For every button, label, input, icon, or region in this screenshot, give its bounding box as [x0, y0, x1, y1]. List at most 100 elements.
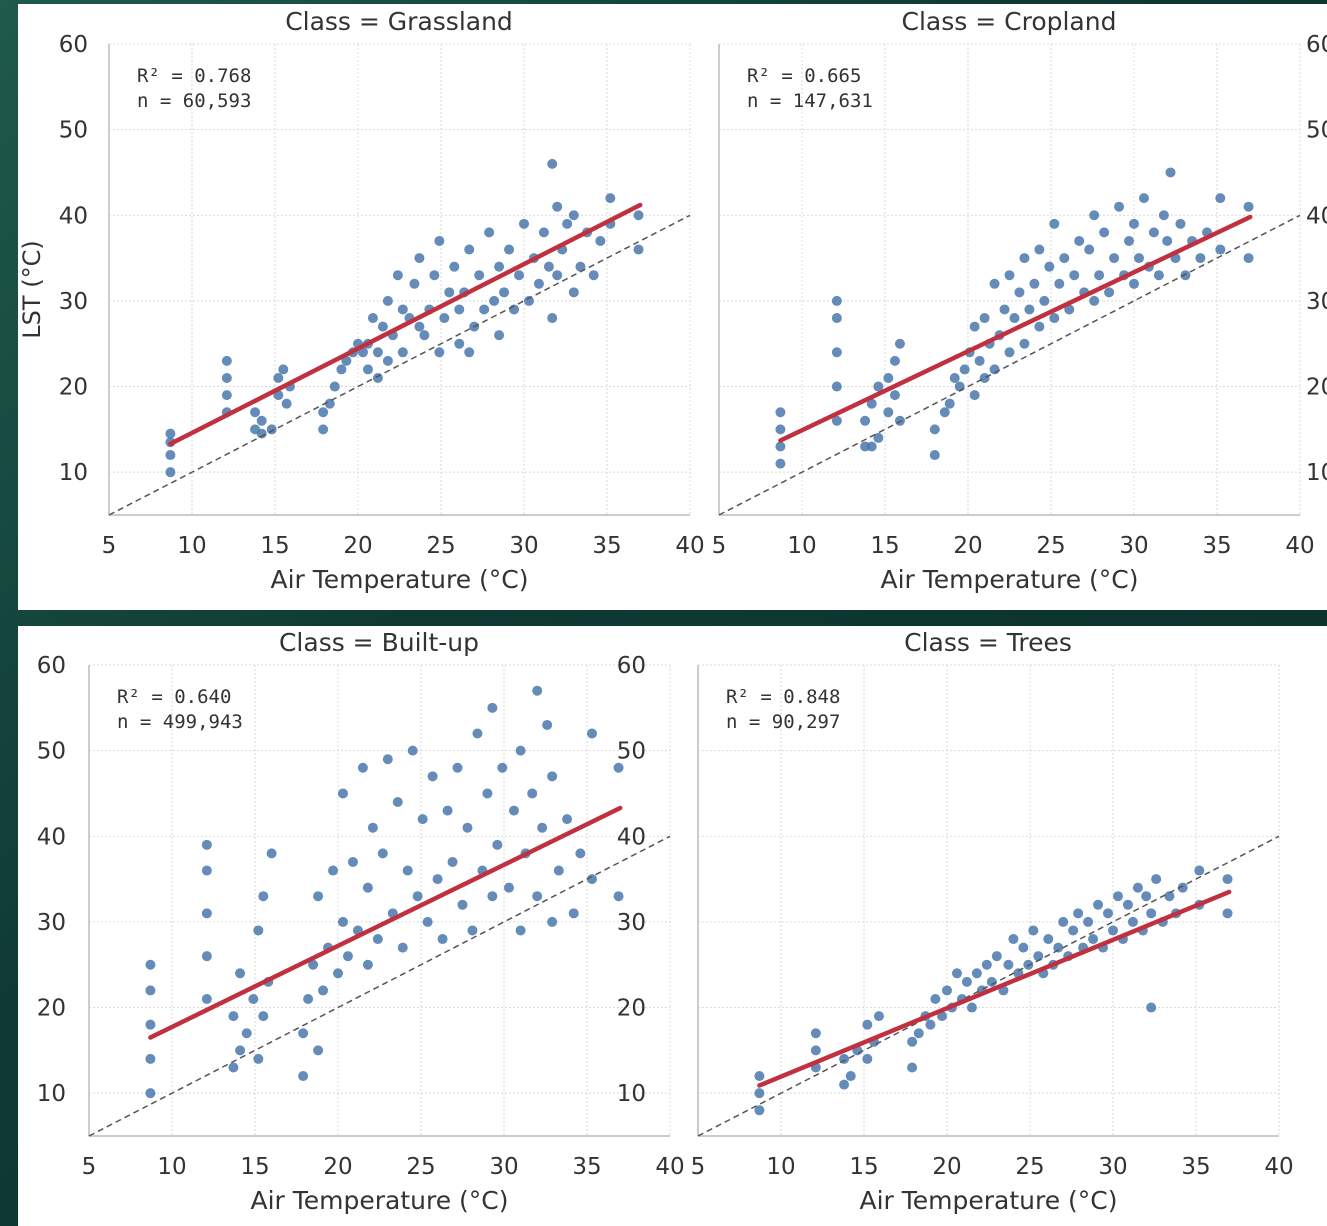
panel-cropland: 5 10 15 20 25 30 35 40 10 20 30 40 50 60 Class = Cro… — [712, 7, 1327, 594]
data-point — [883, 372, 894, 383]
axes-frame — [718, 44, 1300, 516]
data-point — [464, 347, 475, 358]
x-tick-labels: 5 10 15 20 25 30 35 40 — [102, 533, 705, 559]
data-point — [542, 719, 553, 730]
y-tick-label: 10 — [617, 1081, 646, 1107]
data-point — [775, 424, 786, 435]
data-point — [357, 347, 368, 358]
data-point — [402, 865, 413, 876]
data-point — [1195, 253, 1206, 264]
data-point — [845, 1071, 856, 1082]
data-point — [595, 235, 606, 246]
data-point — [1175, 218, 1186, 229]
scatter-points — [165, 158, 644, 478]
data-point — [449, 261, 460, 272]
data-point — [889, 390, 900, 401]
data-point — [831, 313, 842, 324]
data-point — [484, 227, 495, 238]
data-point — [959, 364, 970, 375]
data-point — [357, 762, 368, 773]
data-point — [860, 415, 871, 426]
scatter-points — [145, 685, 624, 1099]
identity-line — [718, 214, 1301, 516]
data-point — [487, 702, 498, 713]
data-point — [454, 338, 465, 349]
data-point — [1054, 278, 1065, 289]
data-point — [318, 985, 329, 996]
x-tick-label: 40 — [1285, 533, 1314, 559]
data-point — [499, 287, 510, 298]
data-point — [1132, 882, 1143, 893]
data-point — [1084, 244, 1095, 255]
data-point — [810, 1045, 821, 1056]
panel-title: Class = Trees — [904, 628, 1072, 657]
data-point — [241, 1028, 252, 1039]
data-point — [1129, 218, 1139, 229]
data-point — [1039, 295, 1050, 306]
data-point — [547, 916, 558, 927]
data-point — [266, 424, 277, 435]
y-axis-label: LST (°C) — [18, 240, 46, 338]
data-point — [497, 762, 508, 773]
data-point — [547, 158, 558, 169]
data-point — [1049, 313, 1060, 324]
data-point — [929, 450, 940, 461]
data-point — [831, 295, 842, 306]
data-point — [991, 951, 1002, 962]
data-point — [951, 968, 962, 979]
data-point — [474, 270, 485, 281]
panel-grassland: 5 10 15 20 25 30 35 40 10 20 30 40 50 60 Class = Gra… — [18, 7, 705, 594]
data-point — [1059, 253, 1070, 264]
identity-line — [88, 835, 671, 1137]
data-point — [201, 951, 212, 962]
data-point — [221, 390, 232, 401]
data-point — [508, 805, 519, 816]
data-point — [281, 398, 292, 409]
data-point — [308, 959, 319, 970]
data-point — [527, 788, 538, 799]
data-point — [447, 856, 458, 867]
data-point — [894, 415, 905, 426]
data-point — [605, 193, 616, 204]
grid-lines — [88, 664, 671, 1136]
data-point — [1008, 934, 1019, 945]
regression-line — [168, 202, 643, 447]
data-point — [537, 822, 548, 833]
data-point — [831, 415, 842, 426]
data-point — [1049, 218, 1060, 229]
data-point — [633, 210, 644, 221]
y-tick-label: 20 — [617, 996, 646, 1022]
data-point — [543, 261, 554, 272]
data-point — [472, 728, 483, 739]
data-point — [515, 925, 526, 936]
data-point — [337, 916, 348, 927]
data-point — [414, 321, 425, 332]
y-tick-label: 50 — [617, 739, 646, 765]
data-point — [372, 347, 383, 358]
regression-line — [778, 214, 1253, 443]
x-tick-label: 10 — [787, 533, 816, 559]
data-point — [1029, 278, 1040, 289]
data-point — [482, 788, 493, 799]
x-tick-label: 5 — [102, 533, 117, 559]
data-point — [367, 313, 378, 324]
data-point — [1064, 304, 1075, 315]
data-point — [547, 313, 558, 324]
data-point — [775, 458, 786, 469]
data-point — [889, 355, 900, 366]
data-point — [1089, 295, 1100, 306]
data-point — [883, 407, 894, 418]
data-point — [810, 1028, 821, 1039]
data-point — [971, 968, 982, 979]
data-point — [553, 865, 564, 876]
data-point — [377, 321, 388, 332]
data-point — [1068, 925, 1079, 936]
data-point — [1014, 287, 1025, 298]
data-point — [949, 372, 960, 383]
x-tick-label: 30 — [489, 1154, 518, 1180]
x-tick-label: 35 — [1202, 533, 1231, 559]
data-point — [1180, 270, 1191, 281]
data-point — [575, 848, 586, 859]
data-point — [831, 347, 842, 358]
data-point — [969, 321, 980, 332]
